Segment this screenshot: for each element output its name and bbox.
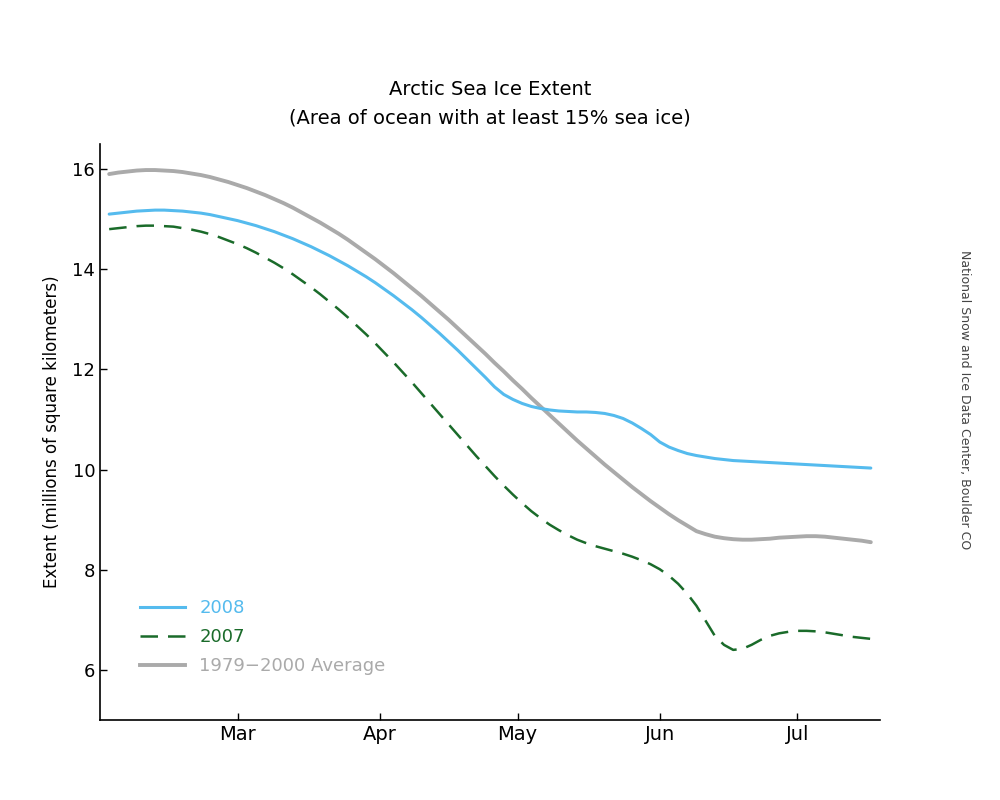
Text: National Snow and Ice Data Center, Boulder CO: National Snow and Ice Data Center, Bould…: [958, 250, 972, 550]
Y-axis label: Extent (millions of square kilometers): Extent (millions of square kilometers): [43, 276, 61, 588]
Legend: 2008, 2007, 1979−2000 Average: 2008, 2007, 1979−2000 Average: [132, 592, 393, 682]
Title: Arctic Sea Ice Extent
(Area of ocean with at least 15% sea ice): Arctic Sea Ice Extent (Area of ocean wit…: [289, 80, 691, 127]
